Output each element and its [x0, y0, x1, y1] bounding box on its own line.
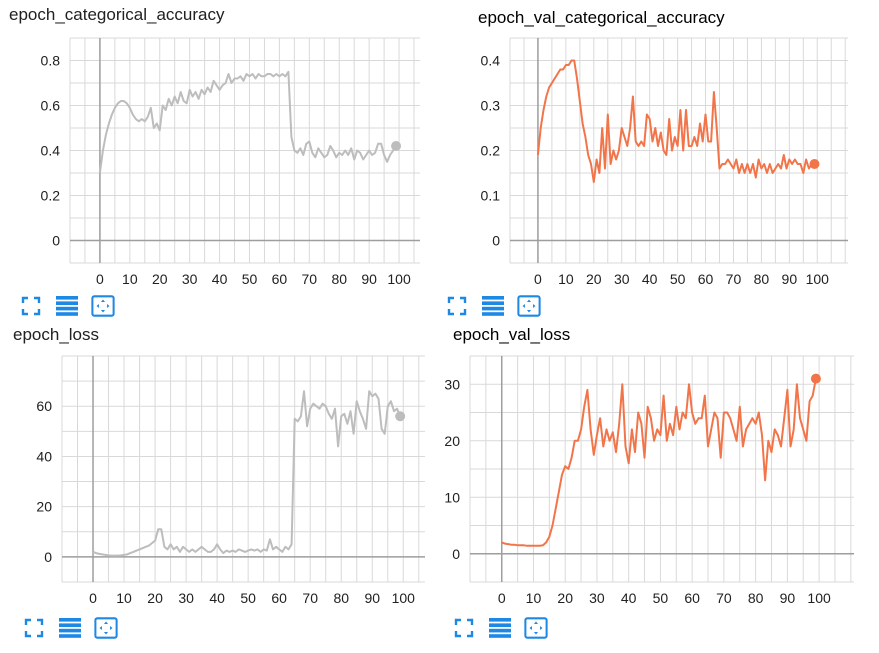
x-tick-label: 70 — [302, 590, 318, 606]
fit-domain-icon[interactable] — [517, 294, 541, 318]
x-tick-label: 0 — [498, 590, 506, 606]
y-tick-label: 0.2 — [41, 188, 61, 204]
toggle-log-icon[interactable] — [481, 294, 505, 318]
x-tick-label: 40 — [621, 590, 637, 606]
x-tick-label: 80 — [754, 271, 770, 287]
x-tick-label: 50 — [240, 590, 256, 606]
chart-card-2: epoch_val_categorical_accuracy 0 0.1 0.2 0.… — [440, 0, 879, 330]
x-tick-label: 40 — [209, 590, 225, 606]
series-line — [501, 378, 817, 547]
x-tick-label: 70 — [302, 271, 318, 287]
chart-card-4: epoch_val_loss 0 10 20 30 0 10 20 30 40 50 60 70 80 9… — [440, 320, 879, 653]
x-tick-label: 50 — [670, 271, 686, 287]
x-tick-label: 90 — [782, 271, 798, 287]
x-tick-label: 100 — [807, 590, 831, 606]
chart-title-3: epoch_loss — [13, 325, 100, 344]
chart-title-4: epoch_val_loss — [453, 325, 571, 344]
chart-plot-2: 0 0.1 0.2 0.3 0.4 0 10 20 30 40 50 60 70 80 90 100 — [481, 37, 848, 287]
series-line — [536, 59, 815, 183]
chart-title-2: epoch_val_categorical_accuracy — [478, 8, 725, 27]
toggle-log-icon[interactable] — [55, 294, 79, 318]
last-point-marker — [809, 159, 820, 169]
x-tick-label: 40 — [212, 271, 228, 287]
y-tick-label: 30 — [444, 376, 460, 392]
x-tick-label: 60 — [698, 271, 714, 287]
fullscreen-icon[interactable] — [19, 294, 43, 318]
chart-toolbar-3 — [22, 616, 130, 640]
y-tick-label: 0.2 — [481, 143, 501, 159]
x-tick-label: 20 — [152, 271, 168, 287]
x-tick-label: 60 — [272, 271, 288, 287]
chart-toolbar-2 — [445, 294, 553, 318]
y-tick-label: 0.1 — [481, 188, 501, 204]
chart-plot-3: 0 20 40 60 0 10 20 30 40 50 60 70 80 90 100 — [36, 355, 425, 606]
x-tick-label: 10 — [526, 590, 542, 606]
y-tick-label: 20 — [444, 433, 460, 449]
toggle-log-icon[interactable] — [488, 616, 512, 640]
y-tick-label: 0 — [52, 233, 60, 249]
x-tick-label: 90 — [361, 271, 377, 287]
fit-domain-icon[interactable] — [518, 610, 554, 646]
x-tick-label: 30 — [614, 271, 630, 287]
toggle-log-icon[interactable] — [58, 616, 82, 640]
y-tick-label: 20 — [36, 499, 52, 515]
last-point-marker — [810, 373, 821, 384]
x-tick-label: 20 — [147, 590, 163, 606]
y-tick-label: 10 — [444, 489, 460, 505]
y-tick-label: 60 — [36, 398, 52, 414]
chart-card-1: epoch_categorical_accuracy 0 0.2 0.4 0.6 0.8… — [0, 0, 430, 330]
y-tick-label: 0 — [452, 546, 460, 562]
fullscreen-icon[interactable] — [452, 616, 476, 640]
x-tick-label: 100 — [392, 590, 416, 606]
x-tick-label: 90 — [364, 590, 380, 606]
x-tick-label: 100 — [806, 271, 830, 287]
fit-domain-icon[interactable] — [91, 294, 115, 318]
y-tick-label: 0.6 — [41, 98, 61, 114]
last-point-marker — [395, 411, 406, 422]
y-tick-label: 0.4 — [41, 143, 61, 159]
x-tick-label: 60 — [271, 590, 287, 606]
x-tick-label: 10 — [122, 271, 138, 287]
x-tick-label: 100 — [387, 271, 411, 287]
chart-card-3: epoch_loss 0 20 40 60 0 10 20 30 40 50 60 70 80 90 100 — [0, 320, 430, 653]
x-tick-label: 40 — [642, 271, 658, 287]
x-tick-label: 10 — [558, 271, 574, 287]
fullscreen-icon[interactable] — [22, 616, 46, 640]
y-tick-label: 0 — [492, 233, 500, 249]
series-line — [98, 70, 397, 174]
fullscreen-icon[interactable] — [445, 294, 469, 318]
x-tick-label: 50 — [242, 271, 258, 287]
x-tick-label: 30 — [178, 590, 194, 606]
y-tick-label: 0.4 — [481, 53, 501, 69]
x-tick-label: 60 — [684, 590, 700, 606]
x-tick-label: 70 — [726, 271, 742, 287]
x-tick-label: 30 — [182, 271, 198, 287]
x-tick-label: 0 — [534, 271, 542, 287]
x-tick-label: 20 — [586, 271, 602, 287]
x-tick-label: 20 — [557, 590, 573, 606]
y-tick-label: 0 — [44, 549, 52, 565]
x-tick-label: 50 — [653, 590, 669, 606]
x-tick-label: 80 — [331, 271, 347, 287]
y-tick-label: 0.3 — [481, 98, 501, 114]
fit-domain-icon[interactable] — [94, 616, 118, 640]
x-tick-label: 0 — [89, 590, 97, 606]
x-tick-label: 0 — [96, 271, 104, 287]
x-tick-label: 80 — [748, 590, 764, 606]
chart-title-1: epoch_categorical_accuracy — [9, 5, 225, 24]
y-tick-label: 40 — [36, 448, 52, 464]
x-tick-label: 90 — [780, 590, 796, 606]
chart-toolbar-4 — [452, 610, 560, 646]
chart-toolbar-1 — [19, 294, 127, 318]
y-tick-label: 0.8 — [41, 53, 61, 69]
x-tick-label: 10 — [116, 590, 132, 606]
last-point-marker — [391, 141, 402, 151]
x-tick-label: 80 — [333, 590, 349, 606]
chart-plot-4: 0 10 20 30 0 10 20 30 40 50 60 70 80 90 100 — [444, 355, 854, 606]
series-line — [92, 390, 402, 557]
chart-plot-1: 0 0.2 0.4 0.6 0.8 0 10 20 30 40 50 60 70 80 90 100 — [41, 37, 420, 287]
x-tick-label: 70 — [716, 590, 732, 606]
x-tick-label: 30 — [589, 590, 605, 606]
